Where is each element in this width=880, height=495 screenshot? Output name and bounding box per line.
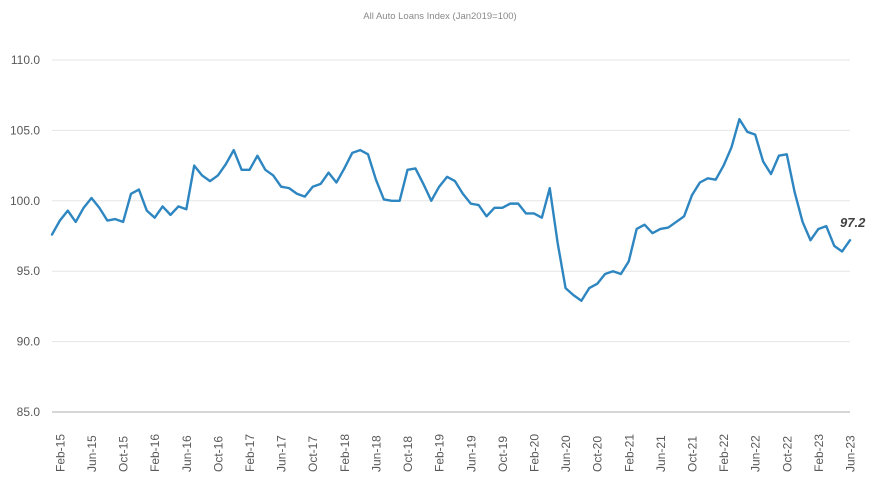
x-tick-label: Jun-21 bbox=[654, 435, 668, 472]
x-tick-label: Feb-22 bbox=[717, 434, 731, 472]
series-group bbox=[50, 117, 852, 302]
chart-title: All Auto Loans Index (Jan2019=100) bbox=[363, 11, 517, 22]
x-tick-label: Oct-15 bbox=[117, 436, 131, 472]
x-tick-label: Feb-15 bbox=[53, 434, 67, 472]
x-tick-label: Feb-19 bbox=[433, 434, 447, 472]
y-axis-tick-labels: 85.0 90.0 95.0 100.0 105.0 110.0 bbox=[10, 53, 40, 419]
x-tick-label: Oct-17 bbox=[306, 436, 320, 472]
last-value-label: 97.2 bbox=[840, 215, 866, 230]
x-tick-label: Jun-18 bbox=[369, 435, 383, 472]
x-tick-label: Jun-22 bbox=[749, 435, 763, 472]
x-tick-label: Feb-18 bbox=[338, 434, 352, 472]
x-tick-label: Jun-17 bbox=[275, 435, 289, 472]
x-tick-label: Feb-17 bbox=[243, 434, 257, 472]
y-tick-label: 100.0 bbox=[10, 194, 40, 208]
y-tick-label: 110.0 bbox=[11, 53, 40, 67]
x-tick-label: Feb-21 bbox=[622, 434, 636, 472]
x-tick-label: Feb-20 bbox=[527, 434, 541, 472]
x-tick-label: Feb-23 bbox=[812, 434, 826, 472]
x-tick-label: Jun-23 bbox=[844, 435, 858, 472]
x-tick-label: Jun-16 bbox=[180, 435, 194, 472]
y-tick-label: 95.0 bbox=[17, 264, 41, 278]
x-tick-label: Oct-18 bbox=[401, 436, 415, 472]
series-line bbox=[50, 117, 852, 302]
y-tick-label: 90.0 bbox=[17, 335, 41, 349]
x-tick-label: Oct-19 bbox=[496, 436, 510, 472]
x-axis-tick-labels: Feb-15 Jun-15 Oct-15 Feb-16 Jun-16 Oct-16 Feb-… bbox=[53, 434, 857, 472]
x-tick-label: Oct-22 bbox=[780, 436, 794, 472]
x-tick-label: Oct-16 bbox=[211, 436, 225, 472]
gridlines bbox=[52, 59, 850, 413]
annotations: 97.2 bbox=[840, 215, 866, 230]
x-tick-label: Oct-20 bbox=[591, 436, 605, 472]
x-tick-label: Jun-20 bbox=[559, 435, 573, 472]
x-tick-label: Jun-15 bbox=[85, 435, 99, 472]
x-tick-label: Oct-21 bbox=[685, 436, 699, 472]
x-tick-label: Jun-19 bbox=[464, 435, 478, 472]
y-tick-label: 85.0 bbox=[17, 405, 41, 419]
y-tick-label: 105.0 bbox=[10, 123, 40, 137]
x-tick-label: Feb-16 bbox=[148, 434, 162, 472]
